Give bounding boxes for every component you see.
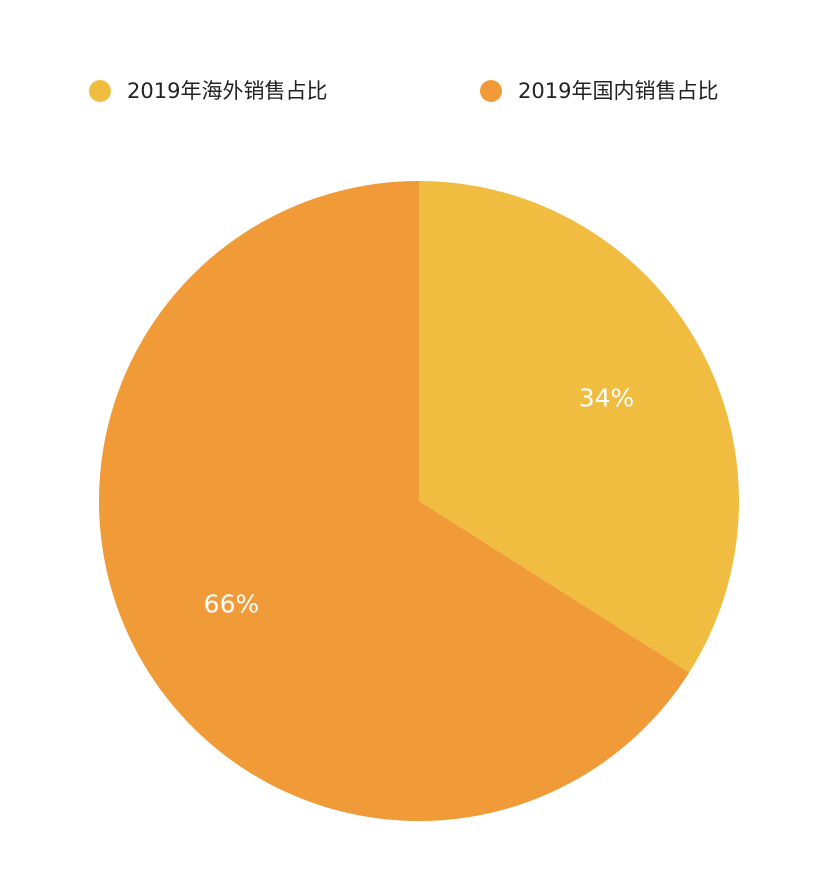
- legend: 2019年海外销售占比 2019年国内销售占比: [89, 79, 718, 103]
- legend-label-0[interactable]: 2019年海外销售占比: [127, 79, 327, 103]
- slice-label-0: 34%: [579, 383, 635, 412]
- slice-label-1: 66%: [204, 590, 260, 619]
- slice-labels: 34% 66%: [204, 383, 635, 618]
- legend-label-1[interactable]: 2019年国内销售占比: [518, 79, 718, 103]
- pie-slices: [99, 181, 740, 821]
- pie-slice-0: [419, 181, 740, 673]
- legend-marker-0[interactable]: [89, 80, 111, 102]
- pie-slice-1: [99, 181, 690, 821]
- legend-marker-1[interactable]: [480, 80, 502, 102]
